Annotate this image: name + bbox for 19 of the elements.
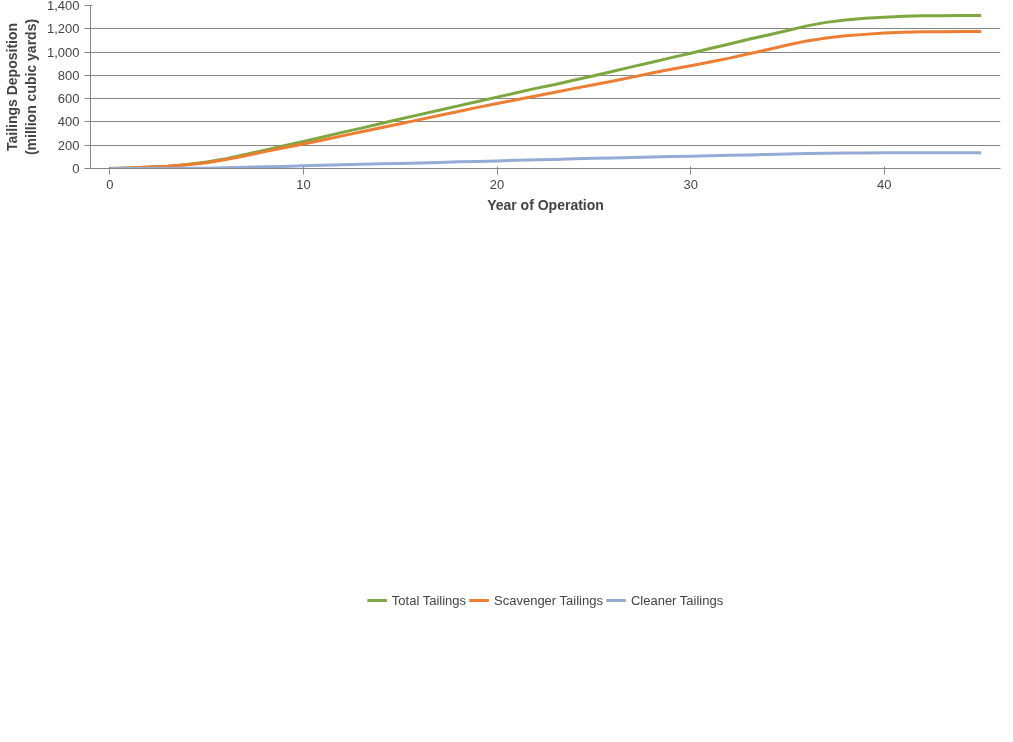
y-tick-label: 200 [57, 137, 80, 153]
y-axis-title: Tailings Deposition (million cubic yards) [3, 18, 39, 156]
x-tick-label: 40 [877, 176, 892, 192]
x-tick-label: 10 [296, 176, 311, 192]
y-tick-label: 1,200 [46, 21, 80, 37]
x-tick-label: 0 [106, 176, 114, 192]
legend-label: Scavenger Tailings [494, 592, 603, 608]
y-tick-label: 400 [57, 114, 80, 130]
y-tick-label: 0 [72, 161, 80, 176]
y-tick-label: 600 [57, 91, 80, 107]
y-tick-label: 1,400 [46, 0, 80, 13]
y-tick-label: 800 [57, 67, 80, 83]
y-tick-label: 1,000 [46, 44, 80, 60]
legend-label: Cleaner Tailings [630, 592, 724, 608]
legend-label: Total Tailings [391, 592, 467, 608]
x-tick-label: 30 [683, 176, 698, 192]
line-series [108, 151, 983, 169]
x-tick-label: 20 [489, 176, 505, 192]
x-axis-title: Year of Operation [487, 196, 604, 213]
